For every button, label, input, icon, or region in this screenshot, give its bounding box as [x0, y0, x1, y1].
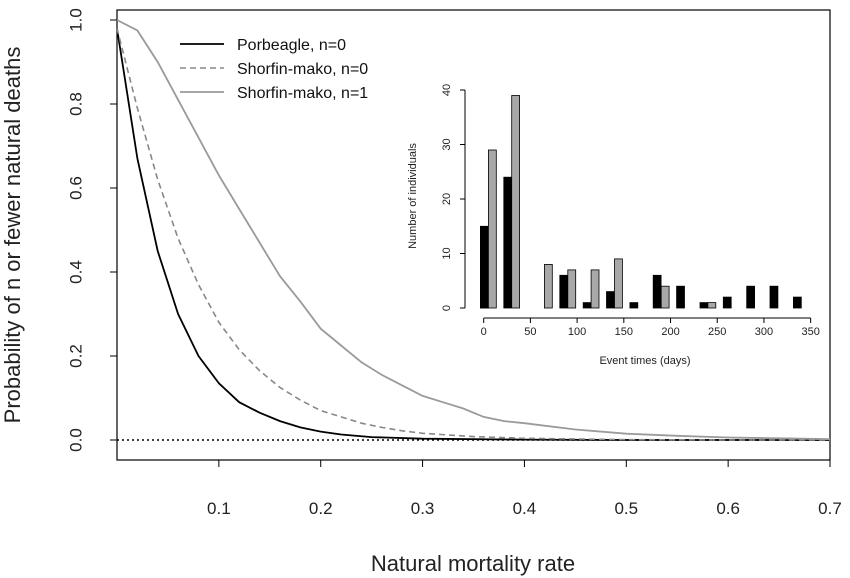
y-tick-label: 1.0: [66, 8, 85, 32]
inset-bar: [487, 149, 497, 309]
x-tick-label: 0.1: [207, 499, 231, 518]
inset-bar: [699, 302, 709, 309]
legend-label: Shorfin-mako, n=0: [237, 61, 368, 78]
x-tick-label: 0.4: [513, 499, 537, 518]
inset-x-tick-label: 250: [708, 326, 726, 338]
y-axis: 0.0 0.2 0.4 0.6 0.8 1.0: [66, 8, 117, 452]
inset-bar: [629, 302, 639, 309]
inset-x-tick-label: 150: [615, 326, 633, 338]
inset-bar: [746, 285, 756, 309]
legend-label: Shorfin-mako, n=1: [237, 85, 368, 102]
x-tick-label: 0.6: [716, 499, 740, 518]
inset-y-tick-label: 30: [441, 138, 453, 150]
inset-x-tick-label: 200: [661, 326, 679, 338]
inset-y-tick-label: 10: [441, 247, 453, 259]
inset-bar: [676, 285, 685, 309]
inset-x-axis-title: Event times (days): [599, 355, 690, 367]
series-line-0: [116, 28, 830, 441]
inset-bar: [614, 258, 623, 309]
x-tick-label: 0.5: [614, 499, 638, 518]
inset-bar: [582, 302, 592, 309]
legend: Porbeagle, n=0 Shorfin-mako, n=0 Shorfin-m…: [180, 37, 368, 102]
inset-x-tick-label: 50: [524, 326, 536, 338]
inset-y-tick-label: 0: [441, 305, 453, 311]
inset-bar: [503, 176, 513, 309]
inset-bar: [567, 269, 577, 309]
inset-bar: [722, 296, 732, 309]
series-lines: [116, 19, 831, 441]
inset-x-tick-label: 300: [755, 326, 773, 338]
inset-bar: [606, 291, 615, 309]
y-tick-label: 0.0: [66, 428, 85, 452]
x-tick-label: 0.7: [818, 499, 842, 518]
series-line-2: [116, 19, 831, 441]
y-tick-label: 0.6: [66, 176, 85, 200]
inset-bar: [511, 95, 521, 309]
x-tick-label: 0.2: [309, 499, 333, 518]
y-axis-title: Probability of n or fewer natural deaths: [0, 47, 25, 424]
inset-bar: [660, 285, 670, 309]
inset-bar: [769, 285, 779, 309]
y-tick-label: 0.8: [66, 92, 85, 116]
inset-x-tick-label: 350: [801, 326, 819, 338]
x-axis: 0.1 0.2 0.3 0.4 0.5 0.6 0.7: [207, 460, 842, 518]
y-tick-label: 0.2: [66, 344, 85, 368]
inset-chart: 0 10 20 30 40 0 50 100 150 200 250 300 350: [441, 84, 820, 338]
x-axis-title: Natural mortality rate: [371, 551, 575, 576]
inset-bar: [479, 225, 489, 309]
inset-bar: [544, 263, 553, 309]
inset-x-tick-label: 100: [568, 326, 586, 338]
inset-bar: [590, 269, 600, 309]
inset-y-tick-label: 20: [441, 193, 453, 205]
inset-y-tick-label: 40: [441, 84, 453, 96]
inset-y-axis-title: Number of individuals: [407, 143, 419, 249]
inset-bar: [707, 302, 717, 309]
series-line-1: [116, 28, 830, 441]
x-tick-label: 0.3: [411, 499, 435, 518]
inset-bar: [559, 274, 569, 309]
inset-bar: [652, 274, 662, 309]
main-plot-frame: [116, 9, 831, 461]
y-tick-label: 0.4: [66, 260, 85, 284]
legend-label: Porbeagle, n=0: [237, 37, 346, 54]
inset-bar: [793, 296, 802, 309]
inset-x-tick-label: 0: [481, 326, 487, 338]
